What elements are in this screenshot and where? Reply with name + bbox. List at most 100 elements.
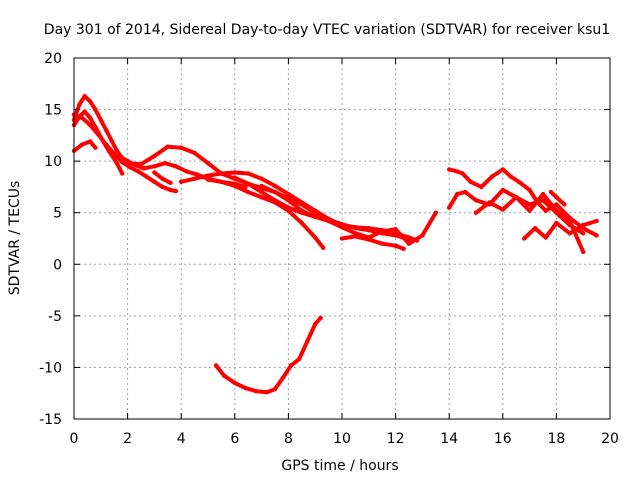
data-point — [500, 207, 505, 212]
data-point — [339, 236, 345, 241]
data-point — [401, 246, 406, 251]
data-point — [554, 202, 559, 207]
data-point — [339, 225, 345, 230]
data-point — [104, 128, 109, 133]
data-point — [221, 373, 227, 378]
data-point — [205, 173, 211, 178]
data-point — [286, 198, 291, 203]
data-point — [540, 191, 546, 197]
series-track-10 — [259, 183, 438, 246]
data-point — [272, 198, 278, 203]
data-series — [71, 94, 599, 395]
data-point — [473, 210, 479, 215]
data-point — [87, 99, 93, 104]
data-point — [79, 115, 85, 121]
data-point — [232, 380, 237, 386]
data-point — [366, 226, 371, 231]
series-track-5 — [125, 144, 411, 242]
series-track-12 — [214, 315, 323, 395]
data-point — [128, 165, 133, 170]
data-point — [120, 171, 125, 176]
data-point — [280, 375, 286, 380]
data-point — [581, 222, 586, 228]
data-point — [353, 234, 358, 239]
data-point — [205, 161, 211, 166]
data-point — [581, 231, 586, 236]
data-point — [98, 117, 104, 123]
data-point — [160, 184, 165, 190]
data-point — [232, 183, 237, 189]
y-tick-label: -10 — [39, 360, 62, 376]
data-point — [479, 184, 484, 190]
data-point — [463, 189, 468, 195]
data-point — [532, 226, 538, 231]
data-point — [246, 171, 251, 176]
data-point — [540, 198, 546, 203]
data-point — [514, 195, 519, 200]
x-tick-labels: 0 2 4 6 8 10 12 14 16 18 20 — [70, 431, 619, 447]
data-point — [433, 210, 438, 215]
data-point — [468, 179, 473, 184]
data-point — [168, 187, 173, 193]
x-tick-label: 6 — [230, 431, 239, 447]
data-point — [144, 174, 149, 179]
data-point — [82, 94, 87, 99]
data-point — [173, 188, 178, 194]
data-point — [500, 167, 505, 172]
data-point — [313, 321, 318, 327]
data-point — [232, 175, 237, 180]
data-point — [259, 183, 264, 189]
data-point — [447, 167, 452, 172]
data-point — [254, 389, 259, 394]
data-point — [288, 363, 294, 368]
data-point — [455, 191, 460, 197]
data-point — [87, 115, 93, 121]
data-point — [114, 148, 120, 153]
y-tick-label: -15 — [39, 412, 62, 428]
x-tick-label: 2 — [123, 431, 132, 447]
y-axis-label: SDTVAR / TECUs — [7, 181, 23, 296]
data-point — [406, 241, 412, 246]
data-point — [393, 243, 398, 248]
data-point — [179, 145, 184, 150]
data-point — [243, 184, 248, 190]
data-point — [95, 132, 101, 137]
data-point — [313, 235, 318, 240]
data-point — [259, 189, 264, 195]
data-point — [594, 233, 599, 238]
x-tick-label: 0 — [70, 431, 79, 447]
data-point — [299, 208, 304, 213]
x-tick-label: 20 — [601, 431, 619, 447]
data-point — [313, 208, 318, 213]
data-point — [473, 198, 479, 203]
data-point — [87, 139, 93, 144]
x-tick-label: 14 — [440, 431, 458, 447]
data-point — [420, 233, 425, 238]
data-point — [380, 229, 385, 234]
data-point — [138, 162, 144, 167]
data-point — [594, 218, 599, 224]
data-point — [305, 339, 310, 344]
data-point — [527, 208, 532, 213]
data-point — [205, 177, 211, 182]
data-point — [508, 174, 513, 179]
data-point — [184, 169, 189, 174]
data-point — [522, 236, 527, 241]
data-point — [554, 220, 559, 226]
data-point — [120, 160, 125, 165]
data-point — [213, 363, 219, 368]
data-point — [264, 390, 270, 395]
data-point — [554, 195, 559, 200]
data-point — [195, 172, 200, 177]
data-point — [173, 164, 178, 169]
data-point — [259, 176, 264, 181]
data-point — [581, 249, 586, 255]
data-point — [246, 189, 251, 195]
data-point — [500, 187, 505, 193]
data-point — [543, 235, 548, 240]
data-point — [93, 145, 98, 150]
data-point — [380, 241, 385, 246]
data-point — [321, 245, 326, 250]
data-point — [567, 231, 572, 236]
data-point — [82, 109, 87, 114]
